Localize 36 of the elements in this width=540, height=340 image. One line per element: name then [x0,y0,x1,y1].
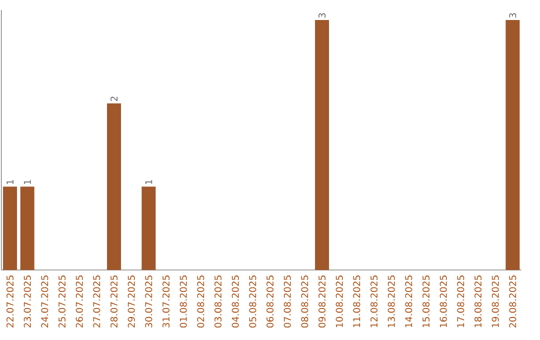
x-tick-label: 25.07.2025 [58,276,66,328]
x-tick-label: 09.08.2025 [318,276,326,328]
x-tick-label: 16.08.2025 [440,276,447,328]
x-tick-label: 02.08.2025 [197,276,204,328]
x-tick-label: 11.08.2025 [353,276,360,328]
x-tick-label: 06.08.2025 [266,276,274,328]
x-tick-label: 27.07.2025 [93,276,100,328]
x-tick-label: 26.07.2025 [76,276,83,328]
x-tick-label: 01.08.2025 [180,276,187,328]
x-tick-label: 04.08.2025 [232,276,239,328]
x-tick-label: 23.07.2025 [24,276,31,328]
x-tick-label: 12.08.2025 [370,276,378,328]
data-label: 1 [6,180,14,184]
x-tick-label: 31.07.2025 [162,276,170,328]
x-tick-label: 10.08.2025 [336,276,343,328]
x-tick-label: 29.07.2025 [128,276,135,328]
x-tick-label: 14.08.2025 [405,276,412,328]
data-label: 3 [318,13,326,18]
x-tick-label: 24.07.2025 [41,276,48,328]
data-label: 2 [110,96,118,102]
x-tick-label: 07.08.2025 [284,276,291,328]
data-label: 1 [24,180,31,184]
x-tick-label: 20.08.2025 [509,276,516,328]
x-tick-label: 28.07.2025 [110,276,118,328]
data-label: 3 [509,13,516,18]
data-label: 1 [145,180,152,184]
x-tick-label: 03.08.2025 [214,276,222,328]
x-tick-label: 30.07.2025 [145,276,152,328]
x-tick-label: 08.08.2025 [301,276,308,328]
x-tick-label: 05.08.2025 [249,276,256,328]
x-tick-label: 19.08.2025 [492,276,499,328]
x-tick-label: 18.08.2025 [474,276,482,328]
x-tick-label: 17.08.2025 [457,276,464,328]
x-tick-label: 22.07.2025 [6,276,14,328]
x-tick-label: 13.08.2025 [388,276,395,328]
x-tick-label: 15.08.2025 [422,276,430,328]
